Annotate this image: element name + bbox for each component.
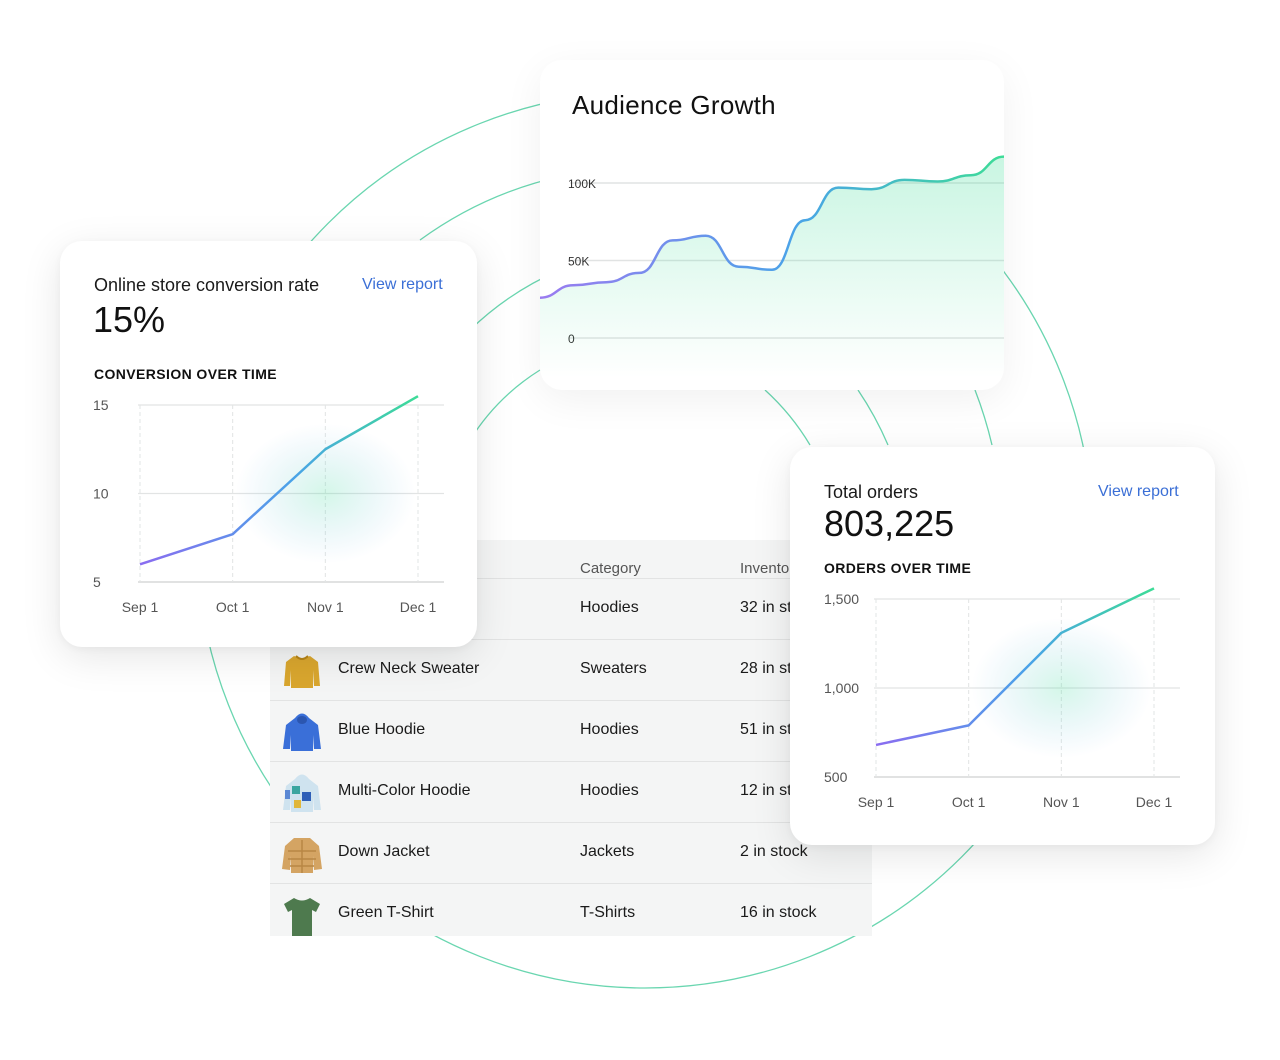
jacket-icon [282, 838, 322, 873]
product-inventory: 32 in st [740, 599, 792, 616]
card-title: Total orders [824, 482, 919, 502]
product-category: Hoodies [580, 721, 639, 738]
y-tick-label: 10 [93, 486, 109, 502]
y-tick-label: 5 [93, 574, 101, 590]
card-title: Online store conversion rate [94, 275, 320, 295]
x-tick-label: Dec 1 [1136, 794, 1173, 810]
product-inventory: 16 in stock [740, 904, 817, 921]
x-tick-label: Nov 1 [307, 599, 344, 615]
product-name: Green T-Shirt [338, 904, 434, 921]
y-tick-label: 50K [568, 255, 589, 269]
area-fill [540, 156, 1004, 378]
view-report-link[interactable]: View report [1098, 483, 1179, 500]
x-tick-label: Nov 1 [1043, 794, 1080, 810]
glow [971, 618, 1152, 758]
table-row[interactable]: Multi-Color Hoodie Hoodies 12 in st [270, 761, 872, 823]
product-category: T-Shirts [580, 904, 636, 921]
hoodie-icon [283, 713, 321, 751]
chart-subtitle: ORDERS OVER TIME [824, 560, 972, 576]
chart-subtitle: CONVERSION OVER TIME [94, 366, 278, 382]
y-tick-label: 1,000 [824, 680, 859, 696]
y-tick-label: 500 [824, 769, 848, 785]
orders-chart: 1,500 1,000 500 Sep 1 Oct 1 Nov 1 Dec 1 [824, 587, 1180, 810]
product-category: Hoodies [580, 599, 639, 616]
table-row[interactable]: Blue Hoodie Hoodies 51 in st [270, 700, 872, 762]
product-name: Blue Hoodie [338, 721, 426, 738]
product-table: Category Invento Hoodies 32 in st Crew N… [270, 540, 872, 936]
product-category: Hoodies [580, 782, 639, 799]
series-line [139, 395, 419, 566]
sweater-icon [284, 655, 320, 688]
product-inventory: 2 in stock [740, 843, 808, 860]
x-tick-label: Sep 1 [858, 794, 895, 810]
total-orders-card: Total orders View report 803,225 ORDERS … [790, 447, 1215, 845]
tshirt-icon [284, 898, 320, 936]
audience-growth-chart: 100K50K0 [540, 155, 1004, 378]
x-tick-label: Dec 1 [400, 599, 437, 615]
hoodie-icon [283, 774, 321, 812]
table-row[interactable]: Down Jacket Jackets 2 in stock [270, 822, 872, 884]
conversion-rate-card: Online store conversion rate View report… [60, 241, 477, 647]
x-tick-label: Oct 1 [216, 599, 250, 615]
product-inventory: 28 in st [740, 660, 792, 677]
table-row[interactable]: Green T-Shirt T-Shirts 16 in stock [270, 883, 872, 936]
product-name: Down Jacket [338, 843, 430, 860]
product-category: Jackets [580, 843, 635, 860]
x-tick-label: Oct 1 [952, 794, 986, 810]
view-report-link[interactable]: View report [362, 276, 443, 293]
table-row[interactable]: Hoodies 32 in st [270, 578, 872, 640]
series-line [540, 155, 1004, 299]
conversion-chart: 15 10 5 Sep 1 Oct 1 Nov 1 Dec 1 [93, 395, 444, 615]
product-inventory: 12 in st [740, 782, 792, 799]
product-name: Multi-Color Hoodie [338, 782, 471, 799]
header-category[interactable]: Category [580, 560, 641, 577]
table-row[interactable]: Crew Neck Sweater Sweaters 28 in st [270, 639, 872, 701]
y-tick-label: 15 [93, 397, 109, 413]
audience-growth-card: Audience Growth 100K50K0 [540, 60, 1004, 390]
product-category: Sweaters [580, 660, 647, 677]
conversion-rate-value: 15% [93, 299, 166, 340]
y-tick-label: 100K [568, 177, 596, 191]
product-inventory: 51 in st [740, 721, 792, 738]
audience-growth-title: Audience Growth [572, 90, 776, 120]
series-line [875, 587, 1155, 747]
x-tick-label: Sep 1 [122, 599, 159, 615]
product-name: Crew Neck Sweater [338, 660, 480, 677]
header-inventory[interactable]: Invento [740, 560, 790, 577]
y-tick-label: 1,500 [824, 591, 859, 607]
total-orders-value: 803,225 [824, 503, 955, 544]
glow [235, 423, 416, 564]
